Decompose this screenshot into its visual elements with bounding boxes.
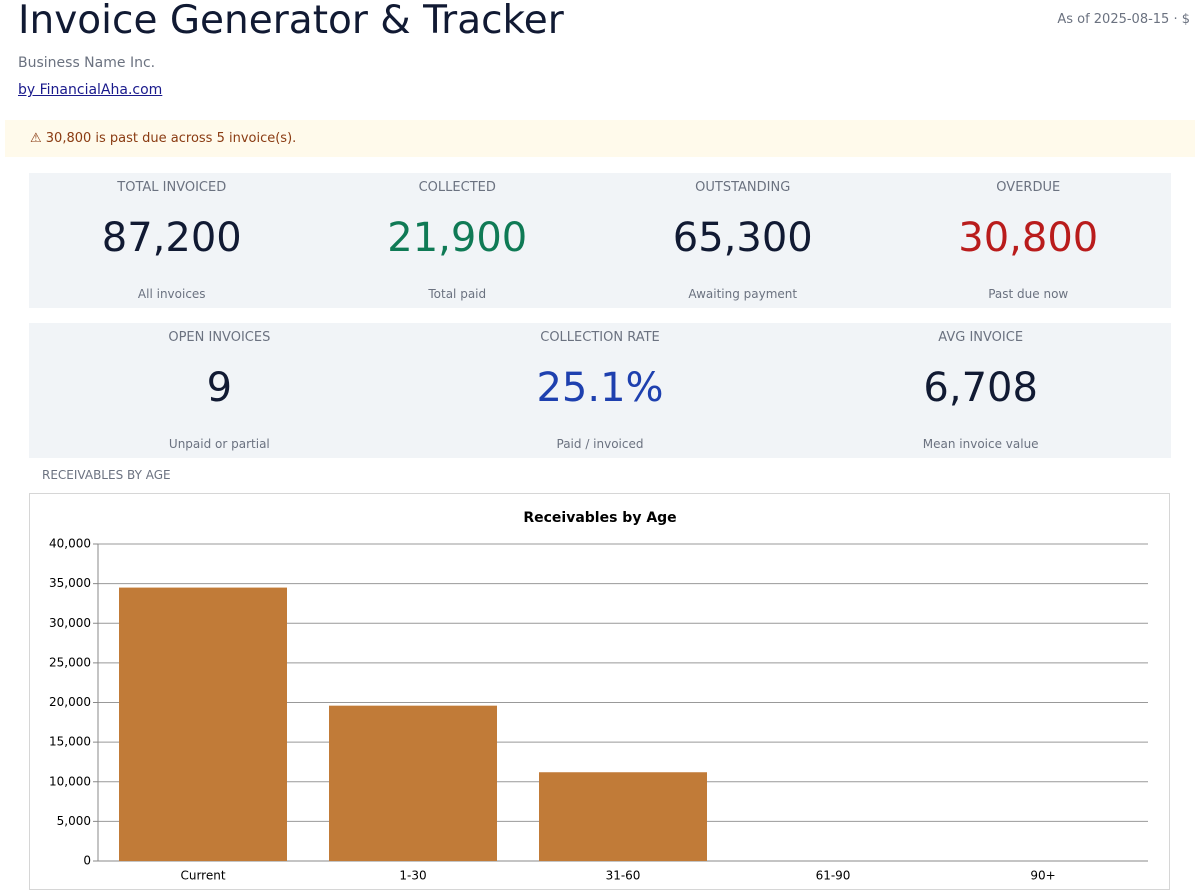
x-tick-label: 31-60 xyxy=(606,869,641,883)
x-tick-label: Current xyxy=(180,869,225,883)
y-tick-label: 30,000 xyxy=(49,616,91,630)
kpi-label: OUTSTANDING xyxy=(695,180,791,195)
kpi-note: Unpaid or partial xyxy=(168,437,270,451)
kpi-card: AVG INVOICE 6,708 Mean invoice value xyxy=(790,323,1171,458)
kpi-label: AVG INVOICE xyxy=(938,330,1024,345)
kpi-label: TOTAL INVOICED xyxy=(117,180,227,195)
kpi-label: COLLECTION RATE xyxy=(540,330,660,345)
y-tick-label: 35,000 xyxy=(49,576,91,590)
kpi-value: 21,900 xyxy=(387,215,528,261)
business-name: Business Name Inc. xyxy=(18,55,156,71)
chart-title: Receivables by Age xyxy=(523,510,676,526)
y-tick-label: 20,000 xyxy=(49,695,91,709)
y-tick-label: 40,000 xyxy=(49,537,91,551)
kpi-note: Past due now xyxy=(988,287,1069,301)
kpi-label: OVERDUE xyxy=(996,180,1061,195)
as-of: As of 2025-08-15 · $ xyxy=(1057,12,1190,27)
kpi-note: Paid / invoiced xyxy=(556,437,644,451)
y-tick-label: 5,000 xyxy=(57,814,91,828)
kpi-card: OPEN INVOICES 9 Unpaid or partial xyxy=(29,323,410,458)
x-tick-label: 1-30 xyxy=(399,869,426,883)
kpi-row: TOTAL INVOICED 87,200 All invoices COLLECTE… xyxy=(29,173,1171,308)
chart-panel xyxy=(29,493,1170,890)
kpi-card: OVERDUE 30,800 Past due now xyxy=(886,173,1172,308)
site-link[interactable]: by FinancialAha.com xyxy=(18,82,163,98)
kpi-value: 30,800 xyxy=(958,215,1099,261)
kpi-card: TOTAL INVOICED 87,200 All invoices xyxy=(29,173,315,308)
kpi-note: Total paid xyxy=(428,287,487,301)
kpi-card: COLLECTION RATE 25.1% Paid / invoiced xyxy=(410,323,791,458)
y-tick-label: 25,000 xyxy=(49,655,91,669)
x-tick-label: 61-90 xyxy=(816,869,851,883)
bar xyxy=(119,587,287,861)
kpi-note: Mean invoice value xyxy=(922,437,1039,451)
kpi-note: Awaiting payment xyxy=(688,287,798,301)
kpi-row: OPEN INVOICES 9 Unpaid or partial COLLECTIO… xyxy=(29,323,1171,458)
kpi-value: 65,300 xyxy=(672,215,813,261)
kpi-label: COLLECTED xyxy=(418,180,496,195)
kpi-card: COLLECTED 21,900 Total paid xyxy=(315,173,601,308)
kpi-label: OPEN INVOICES xyxy=(168,330,271,345)
kpi-value: 6,708 xyxy=(923,365,1038,411)
kpi-card: OUTSTANDING 65,300 Awaiting payment xyxy=(600,173,886,308)
bar xyxy=(329,705,497,861)
y-tick-label: 15,000 xyxy=(49,735,91,749)
y-tick-label: 0 xyxy=(83,854,91,868)
x-tick-label: 90+ xyxy=(1030,869,1055,883)
kpi-value: 9 xyxy=(206,365,233,411)
kpi-value: 87,200 xyxy=(101,215,242,261)
y-tick-label: 10,000 xyxy=(49,774,91,788)
overdue-alert: ⚠ 30,800 is past due across 5 invoice(s)… xyxy=(5,120,1195,157)
kpi-note: All invoices xyxy=(137,287,206,301)
bar xyxy=(539,772,707,861)
page-title: Invoice Generator & Tracker xyxy=(18,0,564,43)
kpi-value: 25.1% xyxy=(536,365,664,411)
section-label: RECEIVABLES BY AGE xyxy=(42,468,171,482)
